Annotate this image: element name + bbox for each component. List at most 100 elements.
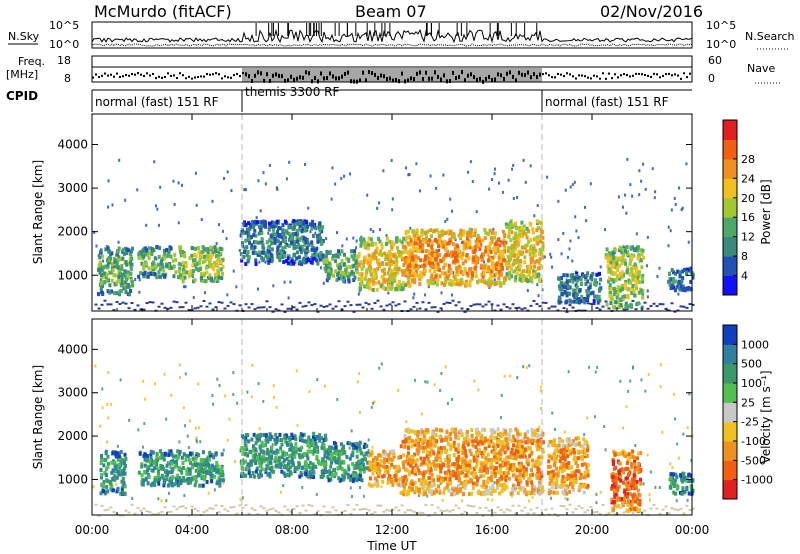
power-scatter-cell <box>136 188 139 192</box>
power-scatter-cell <box>159 185 162 189</box>
power-scatter-cell <box>640 179 643 183</box>
velocity-ground-cell <box>352 508 356 511</box>
power-scatter-cell <box>449 197 452 201</box>
power-scatter-cell <box>235 285 238 289</box>
velocity-scatter-cell <box>251 363 254 367</box>
velocity-ground-cell <box>688 509 692 512</box>
velocity-scatter-cell <box>295 369 298 373</box>
power-scatter-cell <box>372 229 375 233</box>
power-scatter-cell <box>625 211 628 215</box>
velocity-echo-region-5 <box>367 449 403 488</box>
power-ground-cell <box>316 310 320 313</box>
velocity-scatter-cell <box>426 380 429 384</box>
velocity-ground-cell <box>583 511 587 514</box>
power-ground-cell <box>229 301 233 304</box>
xtick-label: 20:00 <box>575 523 610 537</box>
velocity-ground-cell <box>292 507 296 510</box>
velocity-scatter-cell <box>686 498 689 502</box>
power-ground-cell <box>253 308 257 311</box>
velocity-ground-cell <box>151 513 155 516</box>
power-ground-cell <box>691 303 695 306</box>
power-scatter-cell <box>654 190 657 194</box>
velocity-ground-cell <box>631 511 635 514</box>
power-scatter-cell <box>522 158 525 162</box>
velocity-ground-cell <box>421 511 425 514</box>
power-ground-cell <box>448 301 452 304</box>
power-ground-cell <box>625 308 629 311</box>
power-scatter-cell <box>343 174 346 178</box>
velocity-scatter-cell <box>348 446 351 450</box>
velocity-ground-cell <box>274 509 278 512</box>
power-scatter-cell <box>596 281 599 285</box>
power-scatter-cell <box>382 169 385 173</box>
velocity-scatter-cell <box>308 477 311 481</box>
power-scatter-cell <box>158 223 161 227</box>
power-scatter-cell <box>194 171 197 175</box>
power-ground-cell <box>349 304 353 307</box>
power-ground-cell <box>226 304 230 307</box>
velocity-scatter-cell <box>187 446 190 450</box>
power-ground-cell <box>394 304 398 307</box>
power-ground-cell <box>454 304 458 307</box>
velocity-ground-cell <box>163 506 167 509</box>
velocity-echo-region-8 <box>610 449 643 514</box>
velocity-scatter-cell <box>184 424 187 428</box>
velocity-scatter-cell <box>115 482 118 486</box>
velocity-scatter-cell <box>170 393 173 397</box>
velocity-ground-cell <box>355 503 359 506</box>
velocity-scatter-cell <box>646 453 649 457</box>
velocity-scatter-cell <box>649 470 652 474</box>
cpid-segment-1: normal (fast) 151 RF <box>95 95 219 109</box>
power-scatter-cell <box>475 210 478 214</box>
power-ground-cell <box>523 307 527 310</box>
velocity-scatter-cell <box>631 366 634 370</box>
power-scatter-cell <box>646 235 649 239</box>
power-ground-cell <box>328 303 332 306</box>
power-scatter-cell <box>288 160 291 164</box>
power-scatter-cell <box>557 199 560 203</box>
power-ground-cell <box>586 302 590 305</box>
velocity-ground-cell <box>448 510 452 513</box>
power-scatter-cell <box>507 178 510 182</box>
power-ground-cell <box>499 308 503 311</box>
velocity-ground-cell <box>526 512 530 515</box>
freq-trace <box>92 66 692 84</box>
velocity-ground-cell <box>193 507 197 510</box>
power-scatter-cell <box>674 203 677 207</box>
velocity-scatter-cell <box>538 425 541 429</box>
velocity-colorbar-tick: -500 <box>741 454 766 467</box>
power-ground-cell <box>415 301 419 304</box>
velocity-scatter-cell <box>674 417 677 421</box>
velocity-scatter-cell <box>197 426 200 430</box>
power-scatter-cell <box>192 296 195 300</box>
power-scatter-cell <box>124 198 127 202</box>
power-colorbar-swatch <box>723 275 737 296</box>
power-scatter-cell <box>492 227 495 231</box>
power-ground-cell <box>286 307 290 310</box>
power-ground-cell <box>550 305 554 308</box>
power-ground-cell <box>544 301 548 304</box>
velocity-scatter-cell <box>94 364 97 368</box>
power-ground-cell <box>250 303 254 306</box>
power-colorbar-label: Power [dB] <box>759 179 773 244</box>
power-ground-cell <box>373 302 377 305</box>
velocity-scatter-cell <box>107 371 110 375</box>
power-ground-cell <box>223 307 227 310</box>
power-ground-cell <box>130 302 134 305</box>
velocity-scatter-cell <box>659 363 662 367</box>
power-ground-cell <box>163 306 167 309</box>
power-ground-cell <box>670 302 674 305</box>
velocity-ground-cell <box>430 503 434 506</box>
velocity-scatter-cell <box>596 365 599 369</box>
velocity-ground-cell <box>568 503 572 506</box>
velocity-ground-cell <box>481 514 485 517</box>
velocity-scatter-cell <box>106 402 109 406</box>
velocity-ground-cell <box>283 505 287 508</box>
power-scatter-cell <box>584 205 587 209</box>
velocity-scatter-cell <box>119 378 122 382</box>
power-ground-cell <box>337 300 341 303</box>
power-scatter-cell <box>232 269 235 273</box>
velocity-colorbar-swatch <box>723 460 737 481</box>
beam-title: Beam 07 <box>355 2 427 21</box>
velocity-ground-cell <box>238 504 242 507</box>
